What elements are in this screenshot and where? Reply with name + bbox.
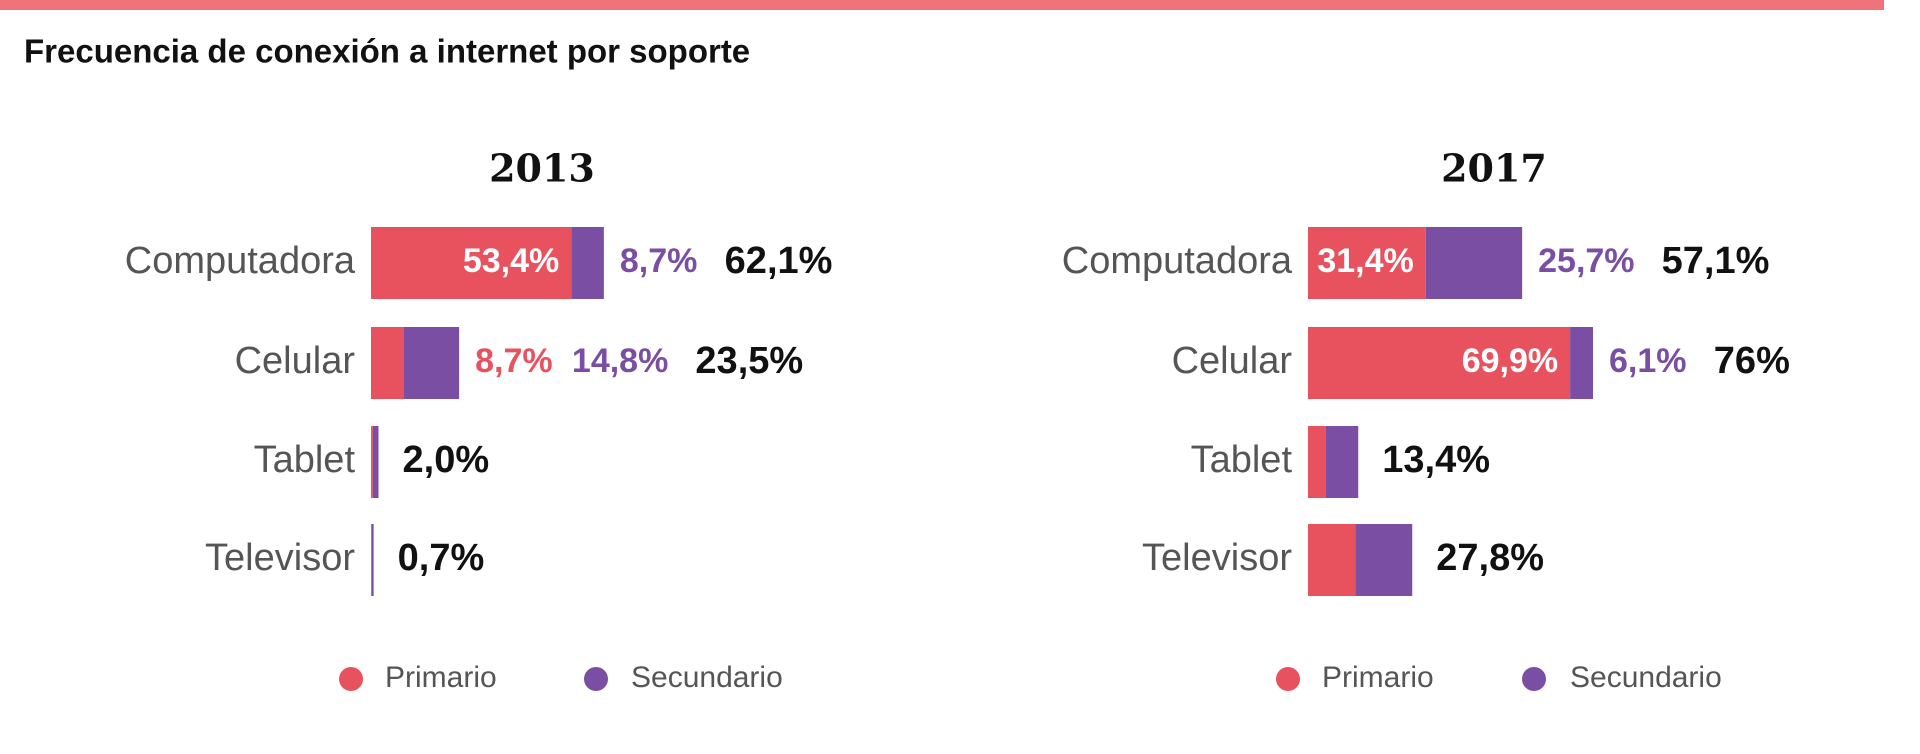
bar-segment xyxy=(1425,227,1523,299)
bar-segment xyxy=(1308,524,1356,596)
chart-subtitle: 2013 xyxy=(489,146,595,191)
total-label: 2,0% xyxy=(403,439,490,481)
bar-segment xyxy=(371,524,374,596)
bar-segment xyxy=(1308,227,1426,299)
category-label: Televisor xyxy=(205,537,355,579)
category-label: Celular xyxy=(1172,340,1293,382)
category-label: Computadora xyxy=(125,240,356,282)
legend-swatch xyxy=(339,667,363,691)
total-label: 62,1% xyxy=(725,240,833,282)
value-label: 31,4% xyxy=(1317,242,1413,280)
value-label: 25,7% xyxy=(1538,242,1634,280)
total-label: 57,1% xyxy=(1662,240,1770,282)
bar-segment xyxy=(371,524,372,596)
value-label: 69,9% xyxy=(1462,342,1558,380)
value-label: 53,4% xyxy=(463,242,559,280)
legend-swatch xyxy=(1522,667,1546,691)
category-label: Tablet xyxy=(254,439,356,481)
bar-segment xyxy=(1570,327,1593,399)
bar-segment xyxy=(1325,426,1359,498)
bar-segment xyxy=(372,426,379,498)
legend-label: Primario xyxy=(385,661,497,694)
value-label: 8,7% xyxy=(620,242,698,280)
legend-swatch xyxy=(1276,667,1300,691)
bar-segment xyxy=(371,327,404,399)
total-label: 27,8% xyxy=(1436,537,1544,579)
chart-subtitle: 2017 xyxy=(1441,146,1547,191)
value-label: 8,7% xyxy=(475,342,553,380)
value-label: 14,8% xyxy=(572,342,668,380)
top-bar xyxy=(0,0,1884,10)
bar-segment xyxy=(1308,327,1571,399)
category-label: Celular xyxy=(235,340,356,382)
page-title: Frecuencia de conexión a internet por so… xyxy=(24,33,750,70)
bar-segment xyxy=(1308,426,1326,498)
bar-segment xyxy=(571,227,604,299)
total-label: 23,5% xyxy=(695,340,803,382)
bar-segment xyxy=(1355,524,1413,596)
category-label: Computadora xyxy=(1062,240,1293,282)
legend-label: Secundario xyxy=(631,661,783,694)
legend-swatch xyxy=(584,667,608,691)
legend-label: Secundario xyxy=(1570,661,1722,694)
total-label: 13,4% xyxy=(1382,439,1490,481)
bar-segment xyxy=(371,227,572,299)
category-label: Tablet xyxy=(1191,439,1293,481)
value-label: 6,1% xyxy=(1609,342,1687,380)
bar-segment xyxy=(371,426,373,498)
legend-label: Primario xyxy=(1322,661,1434,694)
bar-segment xyxy=(403,327,460,399)
category-label: Televisor xyxy=(1142,537,1292,579)
total-label: 76% xyxy=(1714,340,1790,382)
total-label: 0,7% xyxy=(398,537,485,579)
